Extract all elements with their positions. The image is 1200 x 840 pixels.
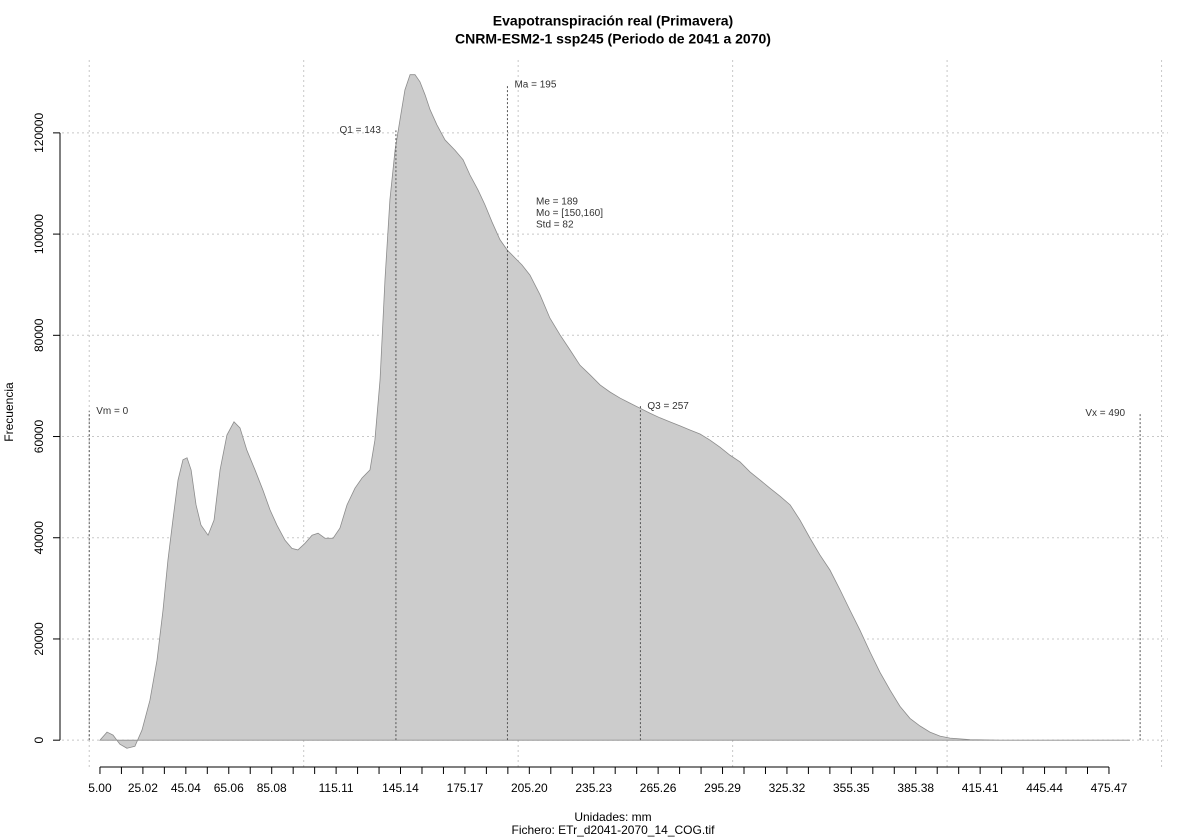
x-tick-label: 415.41: [962, 781, 999, 795]
x-tick-label: 235.23: [575, 781, 612, 795]
y-tick-label: 40000: [32, 521, 46, 555]
y-tick-label: 120000: [32, 113, 46, 153]
x-tick-label: 115.11: [319, 781, 354, 795]
x-tick-label: 5.00: [88, 781, 112, 795]
x-tick-label: 205.20: [511, 781, 548, 795]
annotation-label: Ma = 195: [514, 79, 556, 90]
y-tick-label: 0: [32, 737, 46, 744]
x-tick-label: 25.02: [128, 781, 158, 795]
y-tick-label: 100000: [32, 214, 46, 254]
annotation-label: Q1 = 143: [340, 125, 382, 136]
y-tick-label: 60000: [32, 420, 46, 454]
x-tick-label: 445.44: [1026, 781, 1063, 795]
annotation-label: Vx = 490: [1085, 408, 1125, 419]
x-tick-label: 355.35: [833, 781, 870, 795]
chart-subtitle: CNRM-ESM2-1 ssp245 (Periodo de 2041 a 20…: [455, 31, 771, 47]
y-tick-label: 20000: [32, 622, 46, 656]
caption: Fichero: ETr_d2041-2070_14_COG.tif: [512, 823, 716, 837]
x-tick-label: 145.14: [382, 781, 419, 795]
y-tick-label: 80000: [32, 318, 46, 352]
x-tick-label: 295.29: [704, 781, 741, 795]
x-tick-label: 475.47: [1091, 781, 1128, 795]
chart-title: Evapotranspiración real (Primavera): [493, 13, 733, 29]
y-axis-label: Frecuencia: [2, 382, 16, 442]
x-tick-label: 385.38: [897, 781, 934, 795]
annotation-label: Vm = 0: [96, 406, 128, 417]
x-tick-label: 85.08: [257, 781, 287, 795]
x-tick-label: 45.04: [171, 781, 201, 795]
stats-label: Me = 189: [536, 197, 578, 208]
stats-label: Mo = [150,160]: [536, 208, 603, 219]
density-area: [99, 74, 1131, 749]
x-tick-label: 325.32: [769, 781, 806, 795]
x-tick-label: 175.17: [447, 781, 484, 795]
x-tick-label: 65.06: [214, 781, 244, 795]
stats-label: Std = 82: [536, 220, 574, 231]
x-tick-label: 265.26: [640, 781, 677, 795]
annotation-label: Q3 = 257: [647, 401, 689, 412]
x-axis-label: Unidades: mm: [574, 810, 651, 824]
